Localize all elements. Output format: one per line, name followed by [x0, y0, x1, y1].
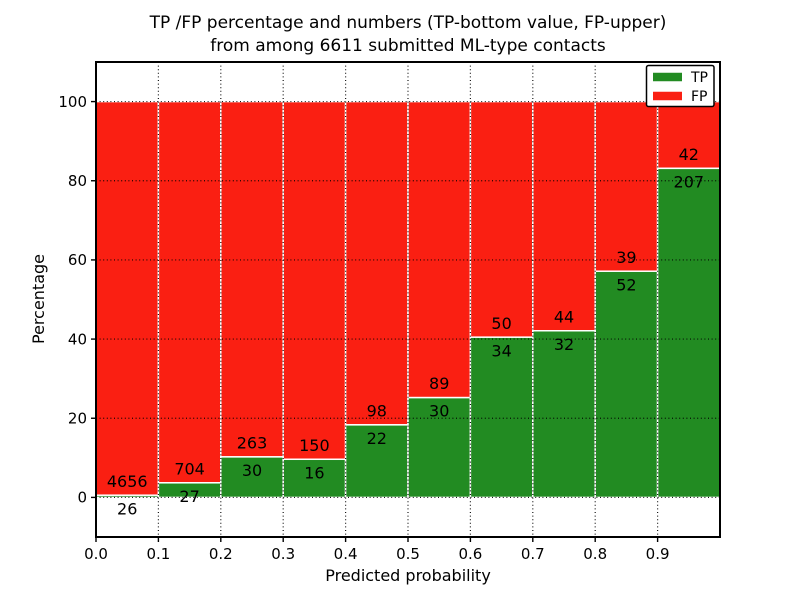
x-tick-label-0.1: 0.1	[146, 545, 170, 563]
legend: TP FP	[645, 64, 715, 108]
y-tick-label-20: 20	[68, 410, 87, 428]
bar-fp-segment-1	[157, 100, 222, 484]
tp-count-label-3: 16	[304, 463, 324, 482]
bar-tp-segment-9	[656, 167, 721, 499]
legend-swatch-tp	[653, 72, 682, 82]
tp-count-label-9: 207	[674, 172, 705, 191]
bar-fp-segment-4	[344, 100, 409, 426]
bar-tp-segment-0	[95, 494, 160, 499]
bar-fp-segment-3	[282, 100, 347, 461]
y-tick-label-0: 0	[77, 489, 87, 507]
y-tick-label-40: 40	[68, 330, 87, 348]
ticks	[91, 100, 659, 542]
bar-tp-segment-3	[282, 458, 347, 499]
fp-count-label-1: 704	[174, 459, 205, 478]
bar-fp-segment-5	[407, 100, 472, 399]
bar-tp-segment-8	[594, 270, 659, 499]
fp-count-label-4: 98	[367, 401, 387, 420]
fp-count-label-0: 4656	[107, 472, 148, 491]
bar-value-labels: 4656 26 704 27 263 30 150 16 98 22 89 30 50 34 44 32 39 5…	[107, 145, 704, 518]
x-tick-label-0.8: 0.8	[583, 545, 607, 563]
bar-fp-segment-7	[532, 100, 596, 332]
plot-area: 0.0 0.1 0.2 0.3 0.4 0.5 0.6 0.7 0.8 0.9 0 20 40 60 80 1…	[58, 61, 721, 563]
bar-tp-segment-2	[220, 456, 284, 499]
x-tick-label-0.3: 0.3	[271, 545, 295, 563]
tp-count-label-2: 30	[242, 461, 262, 480]
x-tick-label-0.9: 0.9	[646, 545, 670, 563]
fp-count-label-2: 263	[237, 433, 268, 452]
x-tick-label-0.0: 0.0	[84, 545, 108, 563]
fp-count-label-9: 42	[679, 145, 699, 164]
tp-count-label-4: 22	[367, 429, 387, 448]
tick-labels: 0.0 0.1 0.2 0.3 0.4 0.5 0.6 0.7 0.8 0.9 0 20 40 60 80 1…	[58, 93, 669, 563]
bar-fp-segment-8	[594, 100, 659, 272]
bar-tp-segment-6	[469, 336, 534, 499]
fp-count-label-5: 89	[429, 374, 449, 393]
x-tick-label-0.7: 0.7	[521, 545, 545, 563]
bar-fp-segment-0	[95, 100, 160, 496]
x-tick-label-0.4: 0.4	[334, 545, 358, 563]
tp-count-label-1: 27	[179, 487, 199, 506]
tp-count-label-6: 34	[491, 341, 511, 360]
chart-title-line1: TP /FP percentage and numbers (TP-bottom…	[149, 13, 667, 33]
legend-label-tp: TP	[690, 70, 708, 86]
x-tick-label-0.6: 0.6	[458, 545, 482, 563]
y-tick-label-80: 80	[68, 172, 87, 190]
tp-count-label-7: 32	[554, 335, 574, 354]
fp-count-label-3: 150	[299, 436, 330, 455]
tp-count-label-8: 52	[616, 275, 636, 294]
bar-tp-segment-7	[532, 330, 596, 499]
bar-tp-segment-4	[344, 424, 409, 499]
y-axis-label: Percentage	[29, 254, 48, 344]
legend-label-fp: FP	[691, 89, 708, 105]
bars	[95, 100, 721, 499]
x-tick-label-0.2: 0.2	[209, 545, 233, 563]
bar-fp-segment-6	[469, 100, 534, 338]
x-axis-label: Predicted probability	[325, 566, 491, 585]
y-tick-label-60: 60	[68, 251, 87, 269]
x-tick-label-0.5: 0.5	[396, 545, 420, 563]
legend-swatch-fp	[653, 91, 682, 101]
fp-count-label-8: 39	[616, 248, 636, 267]
tp-count-label-0: 26	[117, 499, 137, 518]
fp-count-label-6: 50	[491, 314, 511, 333]
chart-title-line2: from among 6611 submitted ML-type contac…	[210, 36, 606, 56]
y-tick-label-100: 100	[58, 93, 87, 111]
bar-fp-segment-2	[220, 100, 284, 458]
tp-count-label-5: 30	[429, 402, 449, 421]
bar-tp-segment-5	[407, 396, 472, 499]
fp-count-label-7: 44	[554, 307, 574, 326]
